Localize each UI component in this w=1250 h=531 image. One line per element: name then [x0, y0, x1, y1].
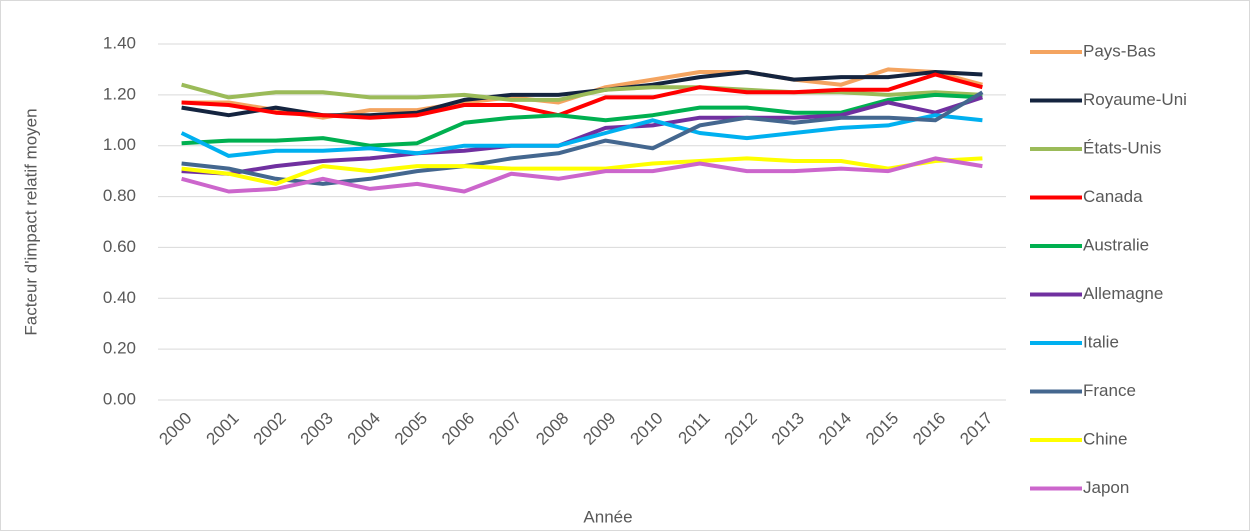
series-line — [181, 90, 984, 186]
series-line — [180, 113, 983, 158]
y-tick-label: 1.20 — [103, 84, 136, 103]
series-line — [181, 156, 983, 194]
y-tick-label: 1.00 — [103, 135, 136, 154]
y-tick-label: 0.60 — [103, 237, 136, 256]
series-line — [181, 92, 983, 148]
series-line — [181, 156, 983, 186]
y-tick-label: 0.40 — [103, 288, 136, 307]
series-line — [181, 72, 983, 120]
legend-label: Royaume-Uni — [1083, 90, 1187, 109]
y-tick-label: 0.00 — [103, 389, 136, 408]
y-axis-title: Facteur d'impact relatif moyen — [21, 108, 40, 335]
series-line — [181, 82, 983, 102]
y-tick-label: 0.20 — [103, 339, 136, 358]
legend-label: Italie — [1083, 332, 1119, 351]
legend-label: Australie — [1083, 235, 1149, 254]
legend-label: France — [1083, 381, 1136, 400]
x-axis-title: Année — [583, 507, 632, 526]
legend-label: Chine — [1083, 429, 1127, 448]
legend-label: Japon — [1083, 478, 1129, 497]
series-line — [181, 95, 984, 176]
y-tick-label: 0.80 — [103, 186, 136, 205]
y-tick-label: 1.40 — [103, 33, 136, 52]
legend-label: Canada — [1083, 187, 1143, 206]
legend-label: Pays-Bas — [1083, 41, 1156, 60]
legend-label: Allemagne — [1083, 284, 1163, 303]
legend-label: États-Unis — [1083, 138, 1161, 157]
